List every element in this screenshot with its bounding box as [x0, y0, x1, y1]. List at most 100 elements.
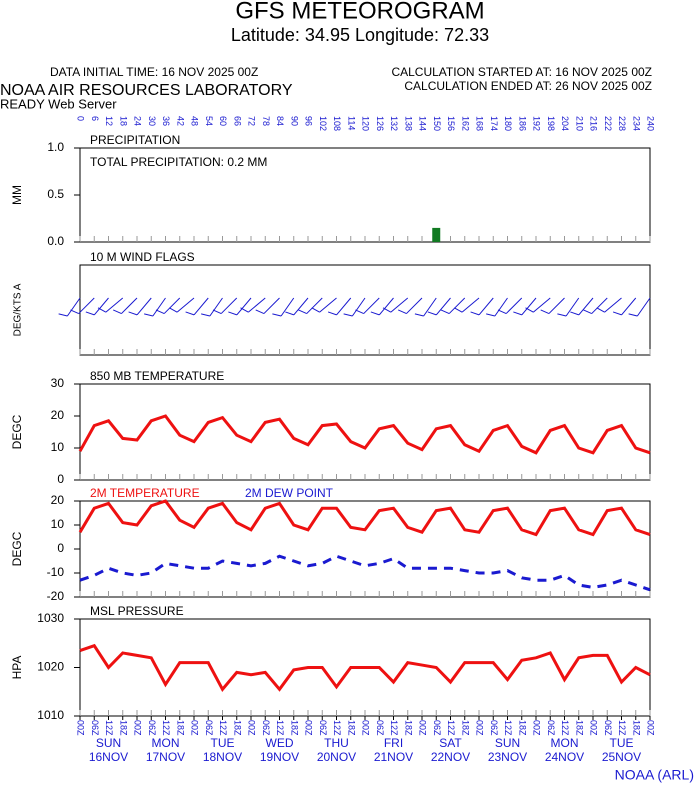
top-hour-label: 234 — [631, 116, 641, 131]
x-tick-label: 18Z — [175, 720, 185, 736]
annotation: TOTAL PRECIPITATION: 0.2 MM — [90, 155, 267, 169]
day-label: SUN — [96, 736, 121, 750]
y-axis-label: DEG/KTS A — [13, 283, 24, 336]
x-tick-label: 00Z — [532, 720, 542, 736]
top-hour-label: 228 — [617, 116, 627, 131]
top-hour-label: 222 — [603, 116, 613, 131]
x-tick-label: 12Z — [617, 720, 627, 736]
wind-barb — [382, 297, 409, 313]
x-tick-label: 18Z — [517, 720, 527, 736]
day-label: SUN — [495, 736, 520, 750]
top-hour-label: 132 — [389, 116, 399, 131]
wind-barb — [497, 297, 523, 315]
y-tick-label: 1.0 — [47, 140, 64, 154]
day-label: FRI — [384, 736, 403, 750]
top-hour-label: 72 — [247, 116, 257, 126]
top-hour-label: 204 — [560, 116, 570, 131]
top-hour-label: 42 — [175, 116, 185, 126]
series-line — [78, 414, 651, 455]
top-hour-label: 96 — [304, 116, 314, 126]
wind-barb — [113, 297, 138, 315]
subtitle: Latitude: 34.95 Longitude: 72.33 — [231, 25, 489, 45]
x-tick-label: 06Z — [546, 720, 556, 736]
wind-barb — [155, 297, 181, 315]
top-hour-label: 162 — [460, 116, 470, 131]
top-hour-label: 108 — [332, 116, 342, 131]
wind-barb — [398, 297, 423, 315]
x-tick-label: 06Z — [375, 720, 385, 736]
wind-barb — [70, 297, 95, 315]
panel-title: MSL PRESSURE — [90, 604, 184, 618]
wind-barb — [414, 297, 437, 317]
initial-time: DATA INITIAL TIME: 16 NOV 2025 00Z — [50, 65, 258, 79]
day-label: TUE — [610, 736, 634, 750]
x-tick-label: 18Z — [346, 720, 356, 736]
series-line — [79, 643, 651, 692]
y-tick-label: 0 — [57, 472, 64, 486]
wind-barb — [255, 297, 280, 315]
day-label: SAT — [439, 736, 462, 750]
wind-barb — [85, 297, 109, 316]
y-tick-label: 1010 — [37, 708, 64, 722]
date-label: 23NOV — [488, 750, 527, 764]
wind-barb — [525, 297, 551, 313]
top-hour-label: 60 — [218, 116, 228, 126]
top-hour-label: 198 — [546, 116, 556, 131]
wind-barb — [440, 297, 466, 315]
wind-barb — [327, 297, 352, 316]
date-label: 16NOV — [89, 750, 128, 764]
x-tick-label: 00Z — [646, 720, 656, 736]
wind-barb — [58, 297, 81, 317]
wind-barb — [144, 297, 166, 317]
panel-frame — [79, 500, 651, 598]
wind-barb — [540, 297, 565, 315]
day-label: THU — [324, 736, 349, 750]
x-tick-label: 00Z — [475, 720, 485, 736]
wind-barb — [427, 297, 451, 316]
x-tick-label: 06Z — [432, 720, 442, 736]
top-hour-label: 138 — [403, 116, 413, 131]
x-tick-label: 12Z — [275, 720, 285, 736]
x-tick-label: 00Z — [247, 720, 257, 736]
x-tick-label: 12Z — [161, 720, 171, 736]
day-label: WED — [266, 736, 294, 750]
title: GFS METEOROGRAM — [235, 0, 484, 24]
y-tick-label: 0.5 — [47, 187, 64, 201]
x-tick-label: 06Z — [204, 720, 214, 736]
y-tick-label: 10 — [51, 517, 65, 531]
date-label: 25NOV — [602, 750, 641, 764]
date-label: 17NOV — [146, 750, 185, 764]
y-axis-label: DEGC — [10, 414, 24, 449]
wind-barb — [513, 297, 537, 316]
x-tick-label: 18Z — [289, 720, 299, 736]
top-hour-label: 240 — [646, 116, 656, 131]
wind-barb — [97, 297, 124, 313]
wind-barb — [128, 297, 152, 316]
top-hour-label: 66 — [232, 116, 242, 126]
x-tick-label: 06Z — [318, 720, 328, 736]
top-hour-label: 114 — [346, 116, 356, 130]
wind-barb — [596, 297, 622, 313]
x-tick-label: 12Z — [104, 720, 114, 736]
wind-barb — [370, 297, 394, 316]
x-tick-label: 12Z — [446, 720, 456, 736]
wind-barb — [557, 297, 580, 317]
wind-barb — [628, 297, 651, 317]
top-hour-label: 150 — [432, 116, 442, 131]
wind-barb — [570, 297, 594, 316]
day-label: TUE — [211, 736, 235, 750]
top-hour-label: 120 — [361, 116, 371, 131]
top-hour-label: 78 — [261, 116, 271, 126]
wind-barb — [228, 297, 252, 316]
x-tick-label: 12Z — [503, 720, 513, 736]
wind-barb — [185, 297, 209, 316]
top-hour-label: 186 — [517, 116, 527, 131]
x-tick-label: 18Z — [232, 720, 242, 736]
x-tick-label: 18Z — [631, 720, 641, 736]
wind-barb — [470, 297, 494, 316]
y-tick-label: 30 — [51, 376, 65, 390]
top-hour-label: 90 — [289, 116, 299, 126]
x-tick-label: 12Z — [560, 720, 570, 736]
calc-ended: CALCULATION ENDED AT: 26 NOV 2025 00Z — [404, 79, 652, 93]
